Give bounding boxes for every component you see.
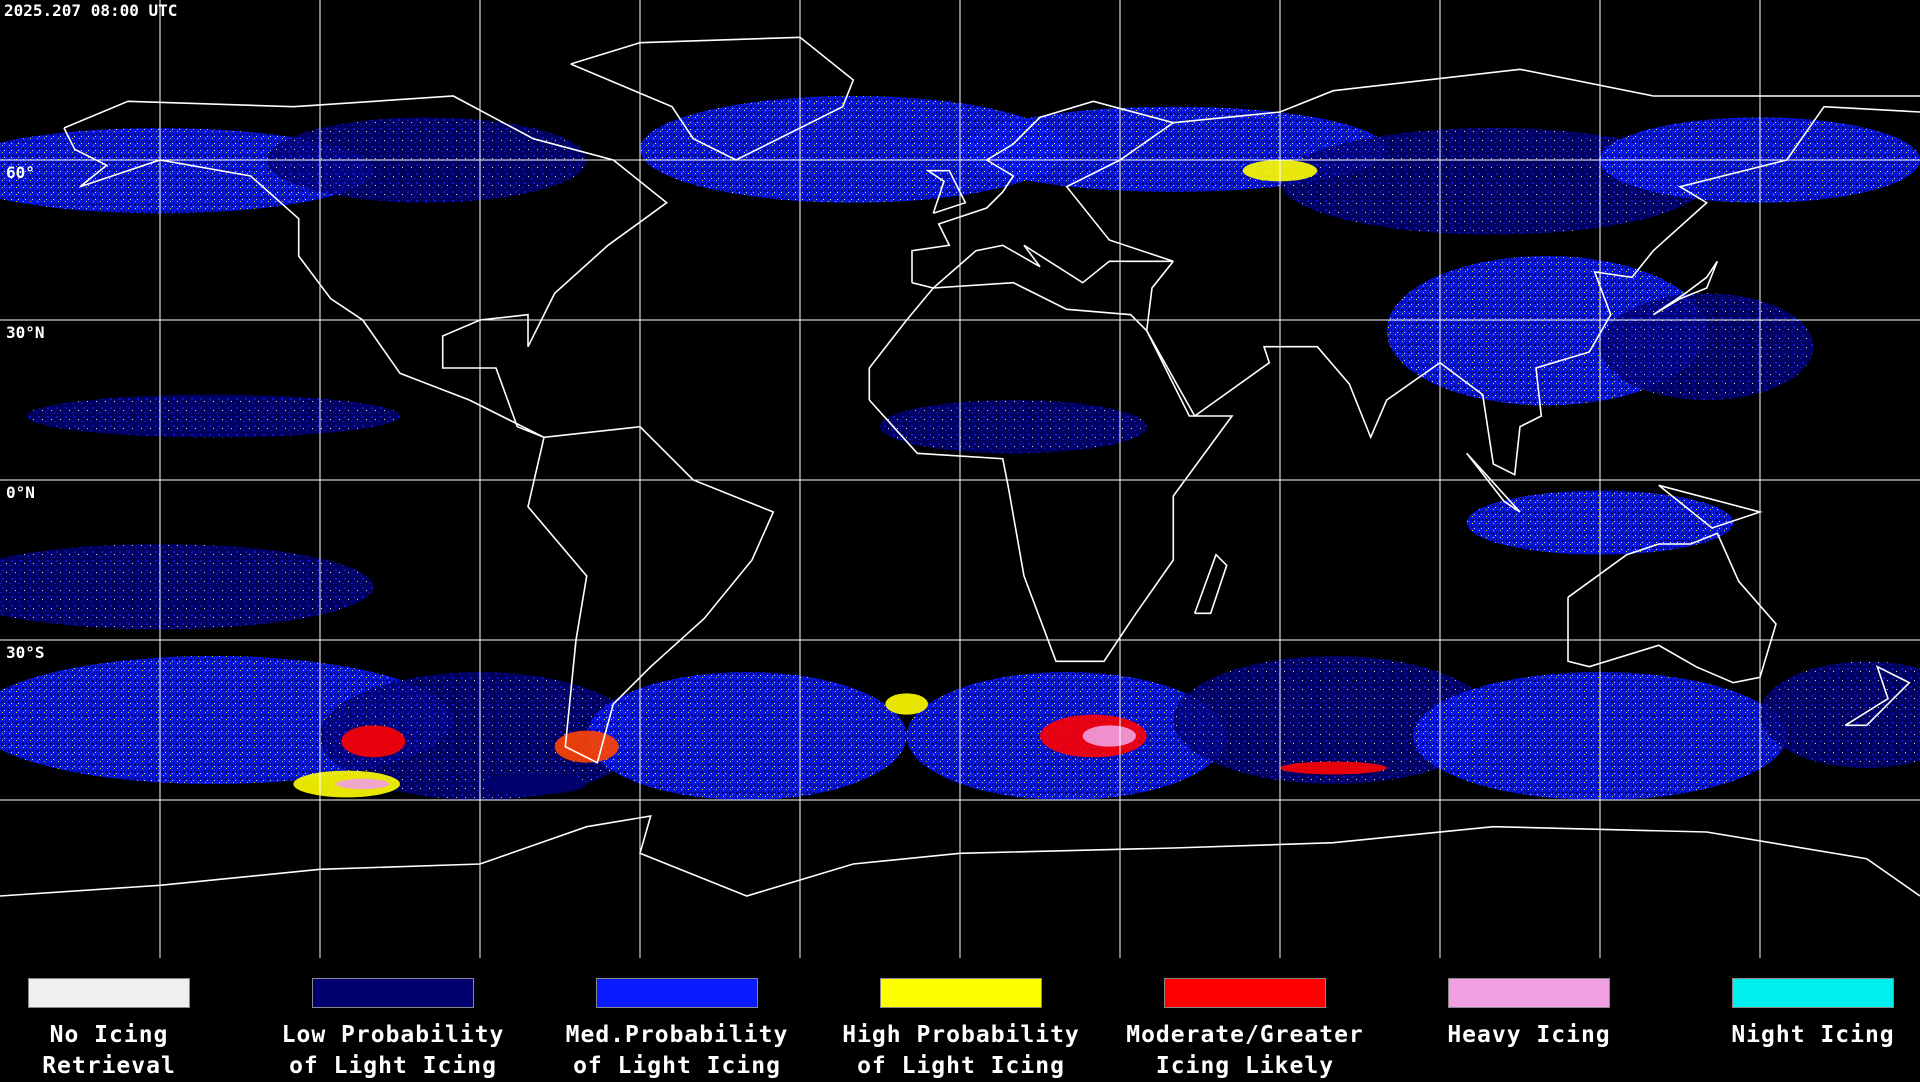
legend-label: of Light Icing	[857, 1053, 1065, 1079]
cloud-patch	[479, 773, 587, 795]
cloud-patch	[1173, 656, 1494, 784]
cloud-patch	[1760, 661, 1920, 768]
legend-label: Night Icing	[1731, 1022, 1895, 1048]
latitude-label: 0°N	[6, 483, 35, 502]
coastline	[1466, 452, 1521, 513]
coastline	[527, 425, 775, 764]
legend-swatch	[28, 978, 190, 1008]
legend-item: Night Icing	[1683, 978, 1920, 1051]
map: 2025.207 08:00 UTC 60° 30°N 0°N 30°S	[0, 0, 1920, 958]
legend-item: Heavy Icing	[1399, 978, 1659, 1051]
coastline	[1658, 484, 1763, 529]
legend-swatch	[880, 978, 1042, 1008]
legend-swatch	[596, 978, 758, 1008]
coastline	[1652, 260, 1719, 316]
legend-label: High Probability	[842, 1022, 1080, 1048]
cloud-patch	[26, 394, 400, 438]
cloud-patch	[0, 544, 374, 630]
legend-swatch	[1732, 978, 1894, 1008]
latitude-label: 30°N	[6, 323, 45, 342]
cloud-patch	[885, 693, 929, 715]
legend-label: of Light Icing	[573, 1053, 781, 1079]
coastline	[1844, 665, 1911, 727]
legend-item: Low Probability of Light Icing	[263, 978, 523, 1082]
latitude-label: 60°	[6, 163, 35, 182]
coastline	[1145, 105, 1920, 476]
legend-label: Icing Likely	[1155, 1053, 1335, 1079]
legend-label: Med.Probability	[565, 1022, 789, 1048]
cloud-patch	[880, 400, 1147, 454]
coastline	[63, 95, 669, 439]
legend-item: High Probability of Light Icing	[831, 978, 1091, 1082]
legend-label: Moderate/Greater	[1126, 1022, 1364, 1048]
legend-label: Low Probability	[281, 1022, 505, 1048]
coastline	[868, 281, 1234, 663]
legend-label: Heavy Icing	[1447, 1022, 1611, 1048]
coastline	[1193, 553, 1228, 615]
cloud-patch	[1280, 761, 1387, 775]
latitude-label: 30°S	[6, 643, 45, 662]
legend-label: Retrieval	[42, 1053, 176, 1079]
cloud-patch	[341, 725, 406, 758]
legend-item: Med.Probability of Light Icing	[547, 978, 807, 1082]
legend-label: No Icing	[49, 1022, 169, 1048]
timestamp: 2025.207 08:00 UTC	[4, 1, 177, 20]
cloud-patch	[336, 778, 390, 790]
cloud-patch	[1082, 725, 1137, 747]
cloud-patch	[554, 730, 619, 763]
coastline	[1567, 532, 1777, 684]
legend-swatch	[1448, 978, 1610, 1008]
coastline	[570, 36, 855, 161]
cloud-patch	[1600, 293, 1814, 400]
graticule	[0, 0, 1920, 958]
legend-swatch	[1164, 978, 1326, 1008]
legend-item: Moderate/Greater Icing Likely	[1115, 978, 1375, 1082]
legend-label: of Light Icing	[289, 1053, 497, 1079]
cloud-patch	[586, 672, 907, 800]
coastline	[1173, 68, 1920, 124]
legend-swatch	[312, 978, 474, 1008]
legend-item: No Icing Retrieval	[0, 978, 239, 1082]
coastline	[911, 100, 1176, 289]
